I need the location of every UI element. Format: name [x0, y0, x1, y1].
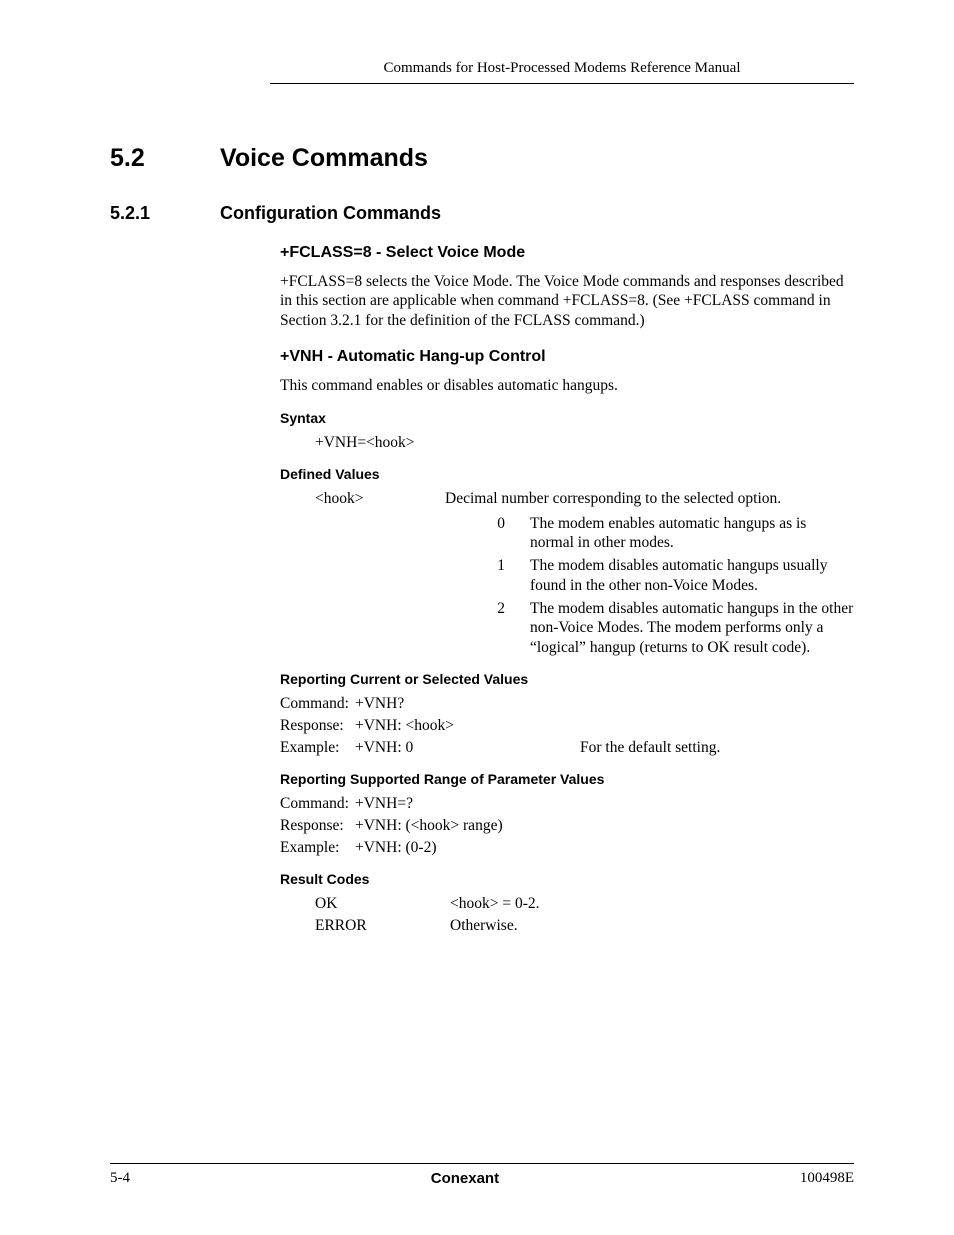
option-text: The modem disables automatic hangups in …: [530, 599, 854, 657]
option-row: 1 The modem disables automatic hangups u…: [475, 556, 854, 595]
cmd-label: Command:: [280, 795, 355, 813]
option-row: 2 The modem disables automatic hangups i…: [475, 599, 854, 657]
cmd-value: +VNH=?: [355, 795, 580, 813]
footer-page-num: 5-4: [110, 1170, 130, 1187]
section-heading: 5.2 Voice Commands: [110, 144, 854, 173]
cmd-label: Response:: [280, 817, 355, 835]
defined-param-desc: Decimal number corresponding to the sele…: [445, 490, 854, 508]
section-number: 5.2: [110, 144, 220, 173]
syntax-text: +VNH=<hook>: [315, 434, 854, 452]
vnh-body: This command enables or disables automat…: [280, 376, 854, 395]
cmd-value: +VNH: (0-2): [355, 839, 580, 857]
option-text: The modem disables automatic hangups usu…: [530, 556, 854, 595]
page-header: Commands for Host-Processed Modems Refer…: [270, 60, 854, 84]
result-desc: <hook> = 0-2.: [450, 895, 854, 913]
cmd-label: Command:: [280, 695, 355, 713]
section-title: Voice Commands: [220, 144, 428, 173]
fclass-heading: +FCLASS=8 - Select Voice Mode: [280, 244, 854, 262]
result-row: ERROR Otherwise.: [315, 917, 854, 935]
cmd-row: Command: +VNH?: [280, 695, 854, 713]
footer-doc-id: 100498E: [800, 1170, 854, 1187]
cmd-row: Command: +VNH=?: [280, 795, 854, 813]
cmd-note: For the default setting.: [580, 739, 854, 757]
option-text: The modem enables automatic hangups as i…: [530, 514, 854, 553]
cmd-row: Example: +VNH: (0-2): [280, 839, 854, 857]
cmd-value: +VNH: 0: [355, 739, 580, 757]
report-current-heading: Reporting Current or Selected Values: [280, 671, 854, 687]
option-row: 0 The modem enables automatic hangups as…: [475, 514, 854, 553]
content-body: +FCLASS=8 - Select Voice Mode +FCLASS=8 …: [280, 244, 854, 935]
cmd-value: +VNH?: [355, 695, 580, 713]
cmd-value: +VNH: <hook>: [355, 717, 580, 735]
cmd-row: Example: +VNH: 0 For the default setting…: [280, 739, 854, 757]
cmd-value: +VNH: (<hook> range): [355, 817, 580, 835]
cmd-row: Response: +VNH: (<hook> range): [280, 817, 854, 835]
report-range-heading: Reporting Supported Range of Parameter V…: [280, 771, 854, 787]
cmd-label: Example:: [280, 739, 355, 757]
cmd-label: Example:: [280, 839, 355, 857]
cmd-row: Response: +VNH: <hook>: [280, 717, 854, 735]
result-code: ERROR: [315, 917, 450, 935]
subsection-number: 5.2.1: [110, 203, 220, 224]
fclass-body: +FCLASS=8 selects the Voice Mode. The Vo…: [280, 272, 854, 330]
defined-param-row: <hook> Decimal number corresponding to t…: [315, 490, 854, 508]
option-num: 2: [475, 599, 530, 657]
subsection-heading: 5.2.1 Configuration Commands: [110, 203, 854, 224]
page-footer: 5-4 Conexant 100498E: [110, 1163, 854, 1187]
syntax-heading: Syntax: [280, 410, 854, 426]
defined-values-heading: Defined Values: [280, 466, 854, 482]
vnh-heading: +VNH - Automatic Hang-up Control: [280, 348, 854, 366]
header-title: Commands for Host-Processed Modems Refer…: [384, 60, 741, 76]
cmd-label: Response:: [280, 717, 355, 735]
result-row: OK <hook> = 0-2.: [315, 895, 854, 913]
option-num: 1: [475, 556, 530, 595]
result-desc: Otherwise.: [450, 917, 854, 935]
page: Commands for Host-Processed Modems Refer…: [0, 0, 954, 1235]
result-codes-heading: Result Codes: [280, 871, 854, 887]
option-num: 0: [475, 514, 530, 553]
result-code: OK: [315, 895, 450, 913]
defined-param: <hook>: [315, 490, 445, 508]
footer-brand: Conexant: [431, 1170, 499, 1187]
subsection-title: Configuration Commands: [220, 203, 441, 224]
